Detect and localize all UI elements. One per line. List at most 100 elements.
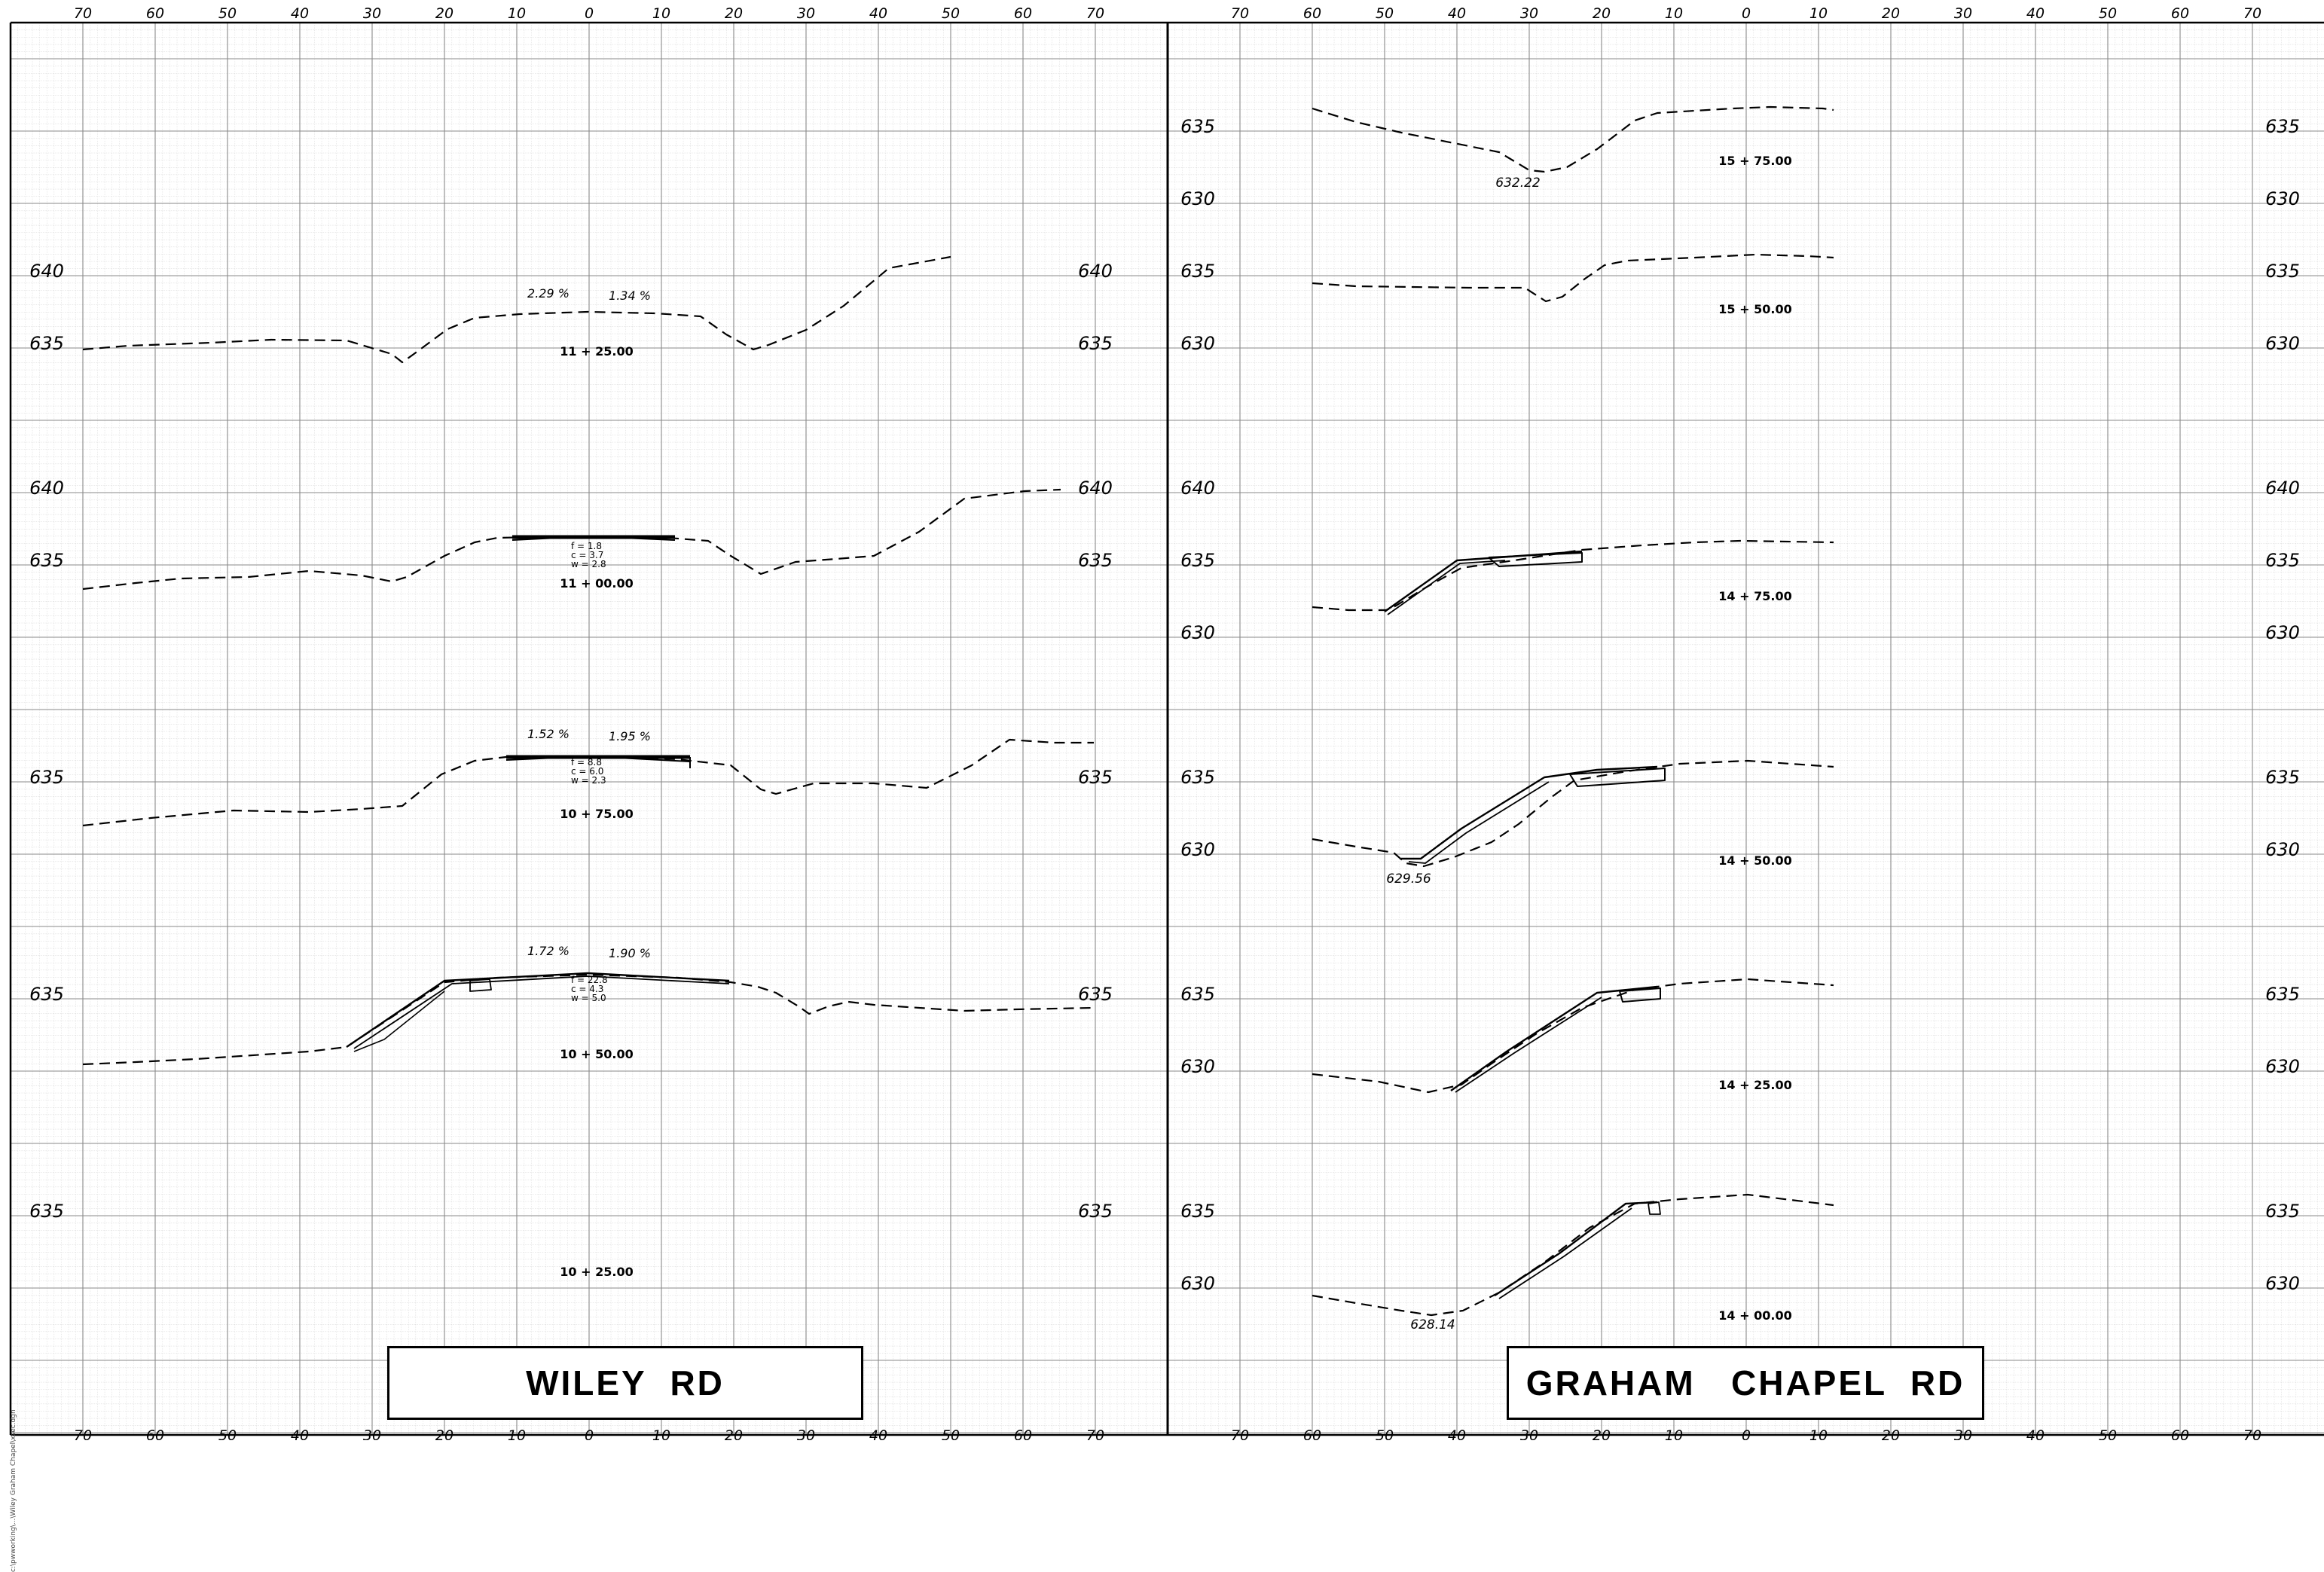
elevation-label: 635 — [1180, 550, 1215, 571]
elevation-label: 630 — [2265, 1273, 2300, 1294]
cross-slope-label: 1.95 % — [609, 729, 651, 743]
station-label: 10 + 75.00 — [560, 807, 633, 821]
proposed-grade-subbase — [1498, 1207, 1632, 1299]
cross-slope-label: 2.29 % — [527, 286, 570, 301]
offset-scale-label: 10 — [652, 5, 670, 22]
offset-scale-label: 60 — [1014, 5, 1032, 22]
elevation-label: 635 — [29, 984, 64, 1005]
proposed-grade — [346, 972, 730, 1048]
existing-ground-profile — [1312, 539, 1834, 612]
offset-scale-label: 10 — [1665, 1427, 1683, 1440]
offset-scale-label: 60 — [146, 5, 164, 22]
cross-slope-label: 1.34 % — [609, 288, 651, 303]
offset-scale-label: 50 — [2099, 1427, 2117, 1440]
spot-elevation: 629.56 — [1386, 871, 1431, 887]
elevation-label: 635 — [1078, 333, 1113, 354]
elevation-label: 640 — [29, 478, 64, 499]
offset-scale-label: 50 — [942, 1427, 960, 1440]
station-label: 14 + 50.00 — [1718, 853, 1791, 868]
section-labels: 640 640 635 635 640 640 635 635 635 635 635 635 635 6… — [29, 116, 2300, 1332]
offset-scales: 70 70 60 60 50 50 40 40 30 30 20 20 10 10 0 0 10 10 20 20 30… — [74, 5, 2261, 1440]
cross-slope-label: 1.90 % — [609, 946, 651, 960]
elevation-label: 635 — [1078, 767, 1113, 788]
offset-scale-label: 40 — [869, 1427, 887, 1440]
offset-scale-label: 20 — [1593, 1427, 1611, 1440]
elevation-label: 635 — [29, 333, 64, 354]
offset-scale-label: 70 — [1231, 5, 1249, 22]
elevation-label: 630 — [1180, 333, 1215, 354]
offset-scale-label: 30 — [1520, 5, 1538, 22]
elevation-label: 635 — [2265, 550, 2300, 571]
offset-scale-label: 30 — [363, 5, 381, 22]
existing-ground-profile — [82, 973, 1095, 1066]
offset-scale-label: 20 — [1882, 5, 1900, 22]
earthwork-annotation: c = 6.0 — [571, 766, 603, 777]
graham-chapel-rd-title: GRAHAM CHAPEL RD — [1507, 1346, 1984, 1420]
earthwork-annotation: f = 8.8 — [571, 757, 602, 768]
elevation-label: 630 — [1180, 1056, 1215, 1077]
offset-scale-label: 20 — [725, 5, 743, 22]
offset-scale-label: 20 — [435, 1427, 454, 1440]
offset-scale-label: 10 — [1665, 5, 1683, 22]
pavement-wedge — [1569, 768, 1666, 787]
offset-scale-label: 10 — [1809, 1427, 1828, 1440]
offset-scale-label: 70 — [74, 1427, 92, 1440]
elevation-label: 630 — [1180, 1273, 1215, 1294]
station-label: 15 + 75.00 — [1718, 154, 1791, 168]
station-label: 10 + 25.00 — [560, 1265, 633, 1279]
spot-elevation: 628.14 — [1410, 1317, 1455, 1332]
elevation-label: 635 — [2265, 984, 2300, 1005]
file-path-note: c:\pwworking\...\Wiley Graham Chapel\xse… — [10, 1409, 17, 1572]
offset-scale-label: 70 — [1231, 1427, 1249, 1440]
elevation-label: 635 — [1078, 1201, 1113, 1222]
cross-slope-label: 1.52 % — [527, 727, 570, 741]
offset-scale-label: 30 — [1954, 5, 1972, 22]
elevation-label: 635 — [1078, 984, 1113, 1005]
station-label: 14 + 00.00 — [1718, 1308, 1791, 1323]
offset-scale-label: 50 — [1376, 5, 1394, 22]
cut-slope — [353, 991, 445, 1052]
station-label: 15 + 50.00 — [1718, 302, 1791, 316]
offset-scale-label: 20 — [435, 5, 454, 22]
earthwork-annotation: w = 2.8 — [571, 559, 606, 569]
elevation-label: 640 — [2265, 478, 2300, 499]
offset-scale-label: 0 — [1742, 5, 1751, 22]
existing-ground-profile — [1312, 105, 1834, 173]
station-label: 14 + 75.00 — [1718, 589, 1791, 603]
elevation-label: 640 — [1180, 478, 1215, 499]
offset-scale-label: 70 — [2243, 5, 2261, 22]
proposed-grade — [1450, 985, 1658, 1091]
elevation-label: 635 — [29, 550, 64, 571]
offset-scale-label: 40 — [869, 5, 887, 22]
offset-scale-label: 50 — [218, 1427, 237, 1440]
elevation-label: 635 — [2265, 261, 2300, 282]
wiley-rd-profiles — [82, 255, 1095, 1066]
offset-scale-label: 60 — [1303, 1427, 1321, 1440]
earthwork-annotation: w = 5.0 — [571, 993, 606, 1003]
offset-scale-label: 40 — [2026, 1427, 2045, 1440]
elevation-label: 630 — [2265, 188, 2300, 209]
station-label: 11 + 25.00 — [560, 344, 633, 359]
elevation-label: 640 — [1078, 478, 1113, 499]
elevation-label: 640 — [1078, 261, 1113, 282]
offset-scale-label: 40 — [291, 5, 309, 22]
elevation-label: 630 — [1180, 188, 1215, 209]
offset-scale-label: 70 — [1086, 5, 1104, 22]
offset-scale-label: 60 — [2171, 1427, 2189, 1440]
offset-scale-label: 50 — [218, 5, 237, 22]
elevation-label: 630 — [2265, 839, 2300, 860]
offset-scale-label: 30 — [1520, 1427, 1538, 1440]
elevation-label: 635 — [1180, 116, 1215, 137]
offset-scale-label: 30 — [797, 5, 815, 22]
offset-scale-label: 40 — [1448, 5, 1466, 22]
offset-scale-label: 10 — [508, 5, 526, 22]
curb-shape — [469, 978, 492, 992]
station-label: 11 + 00.00 — [560, 576, 633, 591]
elevation-label: 635 — [29, 1201, 64, 1222]
offset-scale-label: 0 — [585, 1427, 594, 1440]
elevation-label: 635 — [1180, 261, 1215, 282]
offset-scale-label: 40 — [1448, 1427, 1466, 1440]
offset-scale-label: 0 — [585, 5, 594, 22]
existing-ground-profile — [82, 255, 951, 364]
pavement-wedge — [1488, 552, 1583, 567]
